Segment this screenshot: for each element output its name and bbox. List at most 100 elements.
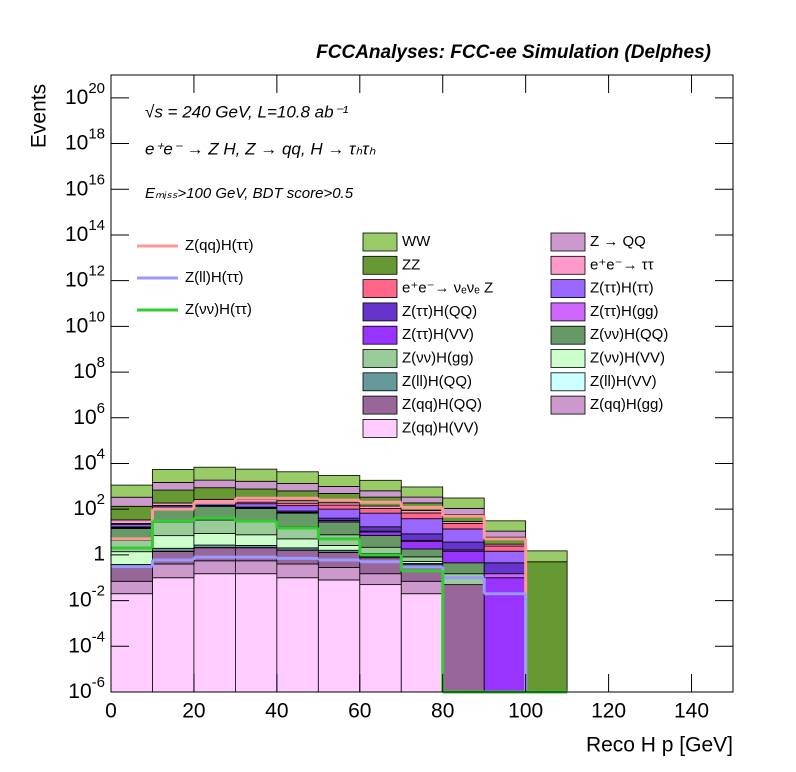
stack-bar	[400, 580, 444, 595]
stack-bar	[110, 505, 153, 521]
stack-bar	[276, 563, 319, 579]
stack-bar	[359, 479, 402, 492]
plot-frame	[110, 74, 734, 693]
y-tick-label: 1	[93, 542, 105, 565]
stack-bar	[317, 475, 361, 487]
legend-label: WW	[402, 233, 431, 250]
stack-bar	[317, 567, 361, 581]
stack-bar	[359, 584, 402, 693]
stack-bar	[442, 562, 485, 575]
stack-bar	[400, 512, 444, 520]
stack-bar	[193, 560, 236, 575]
stack-bar	[442, 507, 485, 515]
stack-bar	[152, 563, 195, 579]
legend-label: Z(qq)H(QQ)	[402, 396, 482, 413]
stack-bar	[152, 577, 195, 693]
legend-label: Z(ττ)H(VV)	[402, 326, 474, 343]
y-tick-label: 1016	[65, 171, 105, 200]
stack-bar	[110, 496, 153, 507]
stack-bar	[234, 468, 278, 482]
stack-bar	[110, 519, 153, 524]
stack-bar	[483, 520, 527, 532]
stack-bar	[152, 489, 195, 504]
y-tick-label: 10-6	[68, 674, 105, 703]
stack-bar	[193, 519, 236, 534]
legend-label: Z(ττ)H(ττ)	[590, 280, 654, 297]
stack-bar	[234, 480, 278, 490]
stack-bar	[359, 512, 402, 528]
stack-bar	[359, 526, 402, 532]
stack-bar	[193, 466, 236, 481]
stack-bar	[359, 531, 402, 536]
legend-label: Z(ττ)H(QQ)	[402, 303, 477, 320]
y-axis-label: Events	[28, 84, 51, 148]
stack-bar	[525, 561, 568, 693]
stack-bar	[442, 584, 485, 693]
legend-swatch	[362, 255, 398, 275]
stack-bar	[152, 551, 195, 565]
stack-bar	[110, 567, 153, 582]
stack-bar	[442, 541, 485, 551]
stack-bar	[317, 504, 361, 510]
stack-bar	[110, 593, 153, 693]
stack-bar	[400, 556, 444, 562]
legend-label: Z(qq)H(VV)	[402, 419, 479, 436]
stack-bar	[317, 521, 361, 536]
legend-swatch	[362, 325, 398, 345]
x-tick-label: 80	[431, 700, 454, 723]
stack-bar	[234, 503, 278, 508]
x-axis-label: Reco H p [GeV]	[586, 734, 733, 757]
stack-bar	[483, 562, 527, 575]
y-tick-label: 1018	[65, 126, 105, 155]
legend-label: e⁺e⁻→ νₑνₑ Z	[402, 280, 493, 297]
legend-label: Z(qq)H(ττ)	[185, 237, 254, 254]
annotation: e⁺e⁻ → Z H, Z → qq, H → τₕτₕ	[145, 139, 376, 158]
stack-bar	[193, 487, 236, 500]
legend-label: Z(νν)H(QQ)	[590, 326, 668, 343]
legend-swatch	[362, 302, 398, 322]
legend-label: Z(qq)H(gg)	[590, 396, 663, 413]
legend-label: Z(νν)H(gg)	[402, 349, 474, 366]
stack-bar	[442, 528, 485, 543]
y-tick-label: 1012	[65, 263, 105, 292]
y-tick-label: 104	[73, 445, 105, 474]
stack-bar	[234, 534, 278, 546]
stack-bar	[483, 530, 527, 538]
stack-bar	[359, 546, 402, 554]
legend-label: e⁺e⁻→ ττ	[590, 256, 654, 273]
legend-label: Z(νν)H(VV)	[590, 349, 665, 366]
stack-bar	[483, 545, 527, 552]
legend-swatch	[362, 418, 398, 438]
stack-bar	[317, 545, 361, 551]
legend-swatch	[550, 372, 586, 392]
plot-area	[110, 466, 568, 694]
stack-bar	[193, 479, 236, 489]
legend-label: Z → QQ	[590, 233, 646, 250]
x-tick-label: 40	[265, 700, 288, 723]
stack-bar	[152, 547, 195, 552]
x-tick-label: 60	[348, 700, 371, 723]
stack-bar	[483, 577, 527, 693]
stack-bar	[234, 547, 278, 562]
x-tick-label: 20	[182, 700, 205, 723]
y-tick-label: 1014	[65, 217, 105, 246]
stack-bar	[152, 482, 195, 491]
stack-bar	[152, 469, 195, 483]
stack-bar	[110, 580, 153, 595]
stack-bar	[234, 521, 278, 536]
y-tick-label: 102	[73, 491, 105, 520]
legend-swatch	[362, 232, 398, 252]
stack-bar	[110, 539, 153, 553]
legend-label: ZZ	[402, 256, 420, 273]
legend-swatch	[550, 232, 586, 252]
legend-label: Z(ττ)H(gg)	[590, 303, 659, 320]
stack-bar	[442, 497, 485, 509]
stack-bar	[276, 577, 319, 693]
y-tick-label: 1020	[65, 80, 105, 109]
stack-bar	[276, 505, 319, 512]
annotation: Eₘᵢₛₛ>100 GeV, BDT score>0.5	[145, 185, 354, 202]
legend-swatch	[362, 279, 398, 299]
y-tick-label: 108	[73, 354, 105, 383]
stack-bar	[483, 573, 527, 579]
stack-bar	[152, 535, 195, 549]
